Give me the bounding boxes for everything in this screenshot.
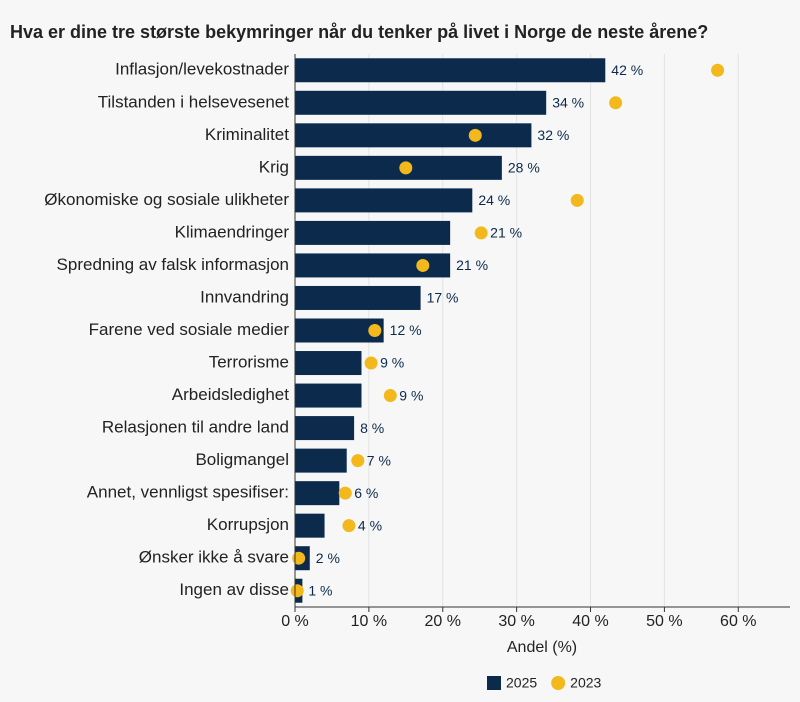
bar (295, 188, 473, 213)
dot (416, 258, 430, 272)
dot (364, 356, 378, 370)
dot (570, 193, 584, 207)
value-label: 6 % (354, 485, 378, 501)
dot (399, 161, 413, 175)
legend-label: 2023 (570, 675, 601, 691)
value-label: 9 % (380, 355, 404, 371)
x-axis-title: Andel (%) (507, 639, 577, 656)
bar (295, 448, 347, 473)
legend-label: 2025 (506, 675, 537, 691)
value-label: 32 % (537, 127, 569, 143)
bar (295, 383, 362, 408)
y-tick-label: Tilstanden i helsevesenet (98, 92, 289, 111)
value-label: 17 % (427, 290, 459, 306)
y-tick-label: Korrupsjon (207, 515, 289, 534)
y-tick-label: Ønsker ikke å svare (139, 548, 289, 567)
value-label: 8 % (360, 420, 384, 436)
y-tick-label: Arbeidsledighet (172, 385, 289, 404)
bar (295, 416, 355, 441)
y-tick-label: Relasjonen til andre land (102, 418, 289, 437)
value-label: 1 % (308, 582, 332, 598)
y-tick-label: Innvandring (200, 287, 289, 306)
bar (295, 90, 547, 115)
dot (711, 63, 725, 77)
value-label: 21 % (456, 257, 488, 273)
chart-title: Hva er dine tre største bekymringer når … (10, 22, 708, 42)
legend-swatch (487, 676, 501, 690)
x-tick-label: 20 % (425, 613, 461, 630)
y-tick-label: Ingen av disse (179, 580, 289, 599)
dot (292, 551, 306, 565)
dot (290, 584, 304, 598)
y-tick-label: Annet, vennligst spesifiser: (87, 483, 289, 502)
y-tick-label: Økonomiske og sosiale ulikheter (44, 190, 289, 209)
x-tick-label: 40 % (572, 613, 608, 630)
bar (295, 351, 362, 376)
y-tick-label: Terrorisme (209, 353, 289, 372)
value-label: 21 % (490, 225, 522, 241)
value-label: 42 % (611, 62, 643, 78)
value-label: 2 % (316, 550, 340, 566)
dot (383, 389, 397, 403)
dot (609, 96, 623, 110)
x-tick-label: 50 % (646, 613, 682, 630)
bar (295, 285, 421, 310)
y-tick-label: Klimaendringer (175, 222, 290, 241)
y-tick-label: Farene ved sosiale medier (89, 320, 290, 339)
value-label: 7 % (367, 452, 391, 468)
bar (295, 513, 325, 538)
y-tick-label: Krig (259, 157, 289, 176)
x-tick-label: 60 % (720, 613, 756, 630)
value-label: 4 % (358, 517, 382, 533)
bar (295, 481, 340, 506)
x-tick-label: 0 % (281, 613, 309, 630)
x-tick-label: 30 % (498, 613, 534, 630)
value-label: 9 % (399, 387, 423, 403)
dot (342, 519, 356, 533)
value-label: 12 % (390, 322, 422, 338)
dot (474, 226, 488, 240)
y-tick-label: Kriminalitet (205, 125, 289, 144)
bar (295, 123, 532, 148)
value-label: 34 % (552, 94, 584, 110)
bar (295, 220, 451, 245)
y-tick-label: Spredning av falsk informasjon (57, 255, 289, 274)
bar (295, 155, 502, 180)
value-label: 24 % (478, 192, 510, 208)
dot (468, 128, 482, 142)
bar (295, 58, 606, 83)
y-tick-label: Boligmangel (195, 450, 289, 469)
y-tick-label: Inflasjon/levekostnader (115, 60, 289, 79)
x-tick-label: 10 % (351, 613, 387, 630)
value-label: 28 % (508, 160, 540, 176)
bar (295, 253, 451, 278)
dot (368, 324, 382, 337)
legend-swatch (551, 676, 566, 690)
dot (338, 486, 352, 500)
dot (351, 454, 365, 468)
